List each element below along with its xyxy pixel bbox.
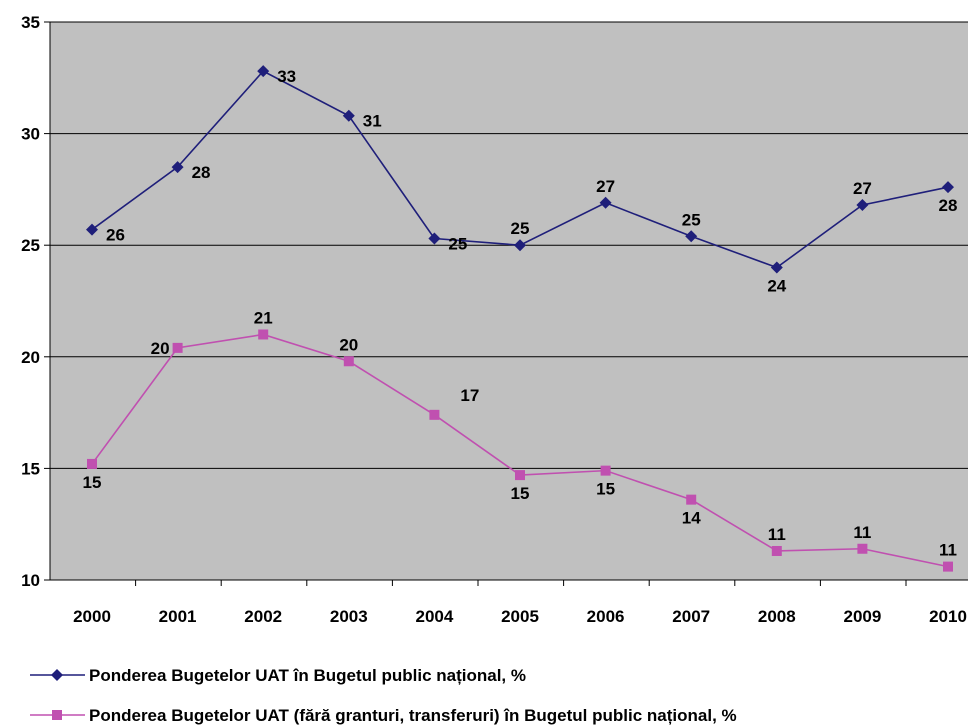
data-point-1 xyxy=(685,230,698,243)
data-label-2: 21 xyxy=(254,308,273,327)
y-tick-label: 25 xyxy=(21,236,40,255)
data-point-2 xyxy=(172,342,183,353)
data-point-2 xyxy=(429,409,440,420)
x-tick-label: 2007 xyxy=(672,607,710,626)
data-point-2 xyxy=(857,543,868,554)
data-label-1: 26 xyxy=(106,226,125,245)
x-tick-label: 2002 xyxy=(244,607,282,626)
data-label-2: 17 xyxy=(460,386,479,405)
data-point-1 xyxy=(770,261,783,274)
data-label-1: 27 xyxy=(596,177,615,196)
data-point-1 xyxy=(342,109,355,122)
data-label-2: 20 xyxy=(339,335,358,354)
data-point-2 xyxy=(87,458,97,469)
data-label-2: 15 xyxy=(83,473,102,492)
data-label-1: 27 xyxy=(853,179,872,198)
y-tick-label: 20 xyxy=(21,348,40,367)
data-label-1: 25 xyxy=(682,210,701,229)
y-tick-label: 10 xyxy=(21,571,40,590)
data-labels: 26 28 33 31 25 25 27 25 24 27 28 15 20 21 20 17 15 15 14 11… xyxy=(83,67,958,560)
x-tick-label: 2010 xyxy=(929,607,967,626)
legend-label-1: Ponderea Bugetelor UAT în Bugetul public… xyxy=(89,666,526,685)
x-tick-label: 2000 xyxy=(73,607,111,626)
data-label-1: 25 xyxy=(511,219,530,238)
data-point-1 xyxy=(856,199,869,212)
data-label-1: 28 xyxy=(939,196,958,215)
x-tick-label: 2004 xyxy=(415,607,453,626)
data-label-1: 25 xyxy=(448,235,467,254)
data-point-1 xyxy=(942,181,954,194)
data-label-1: 24 xyxy=(767,277,786,296)
data-label-2: 11 xyxy=(853,523,871,542)
x-tick-label: 2009 xyxy=(843,607,881,626)
plot-area xyxy=(50,22,968,580)
data-point-2 xyxy=(515,470,525,481)
data-point-2 xyxy=(258,329,269,340)
x-tick-label: 2005 xyxy=(501,607,539,626)
x-tick-label: 2001 xyxy=(159,607,197,626)
gridlines xyxy=(50,21,968,469)
data-point-1 xyxy=(514,239,526,252)
series-layer xyxy=(86,65,954,572)
data-label-2: 20 xyxy=(151,339,170,358)
y-tick-label: 35 xyxy=(21,13,40,32)
legend-label-2: Ponderea Bugetelor UAT (fără granturi, t… xyxy=(89,706,737,725)
data-point-2 xyxy=(686,494,697,505)
x-tick-label: 2008 xyxy=(758,607,796,626)
data-point-2 xyxy=(343,356,354,367)
data-label-1: 31 xyxy=(363,112,382,131)
data-label-2: 15 xyxy=(596,480,615,499)
y-tick-label: 15 xyxy=(21,459,40,478)
data-point-1 xyxy=(428,232,441,245)
x-tick-label: 2003 xyxy=(330,607,368,626)
legend: Ponderea Bugetelor UAT în Bugetul public… xyxy=(30,666,737,725)
data-label-2: 11 xyxy=(939,541,957,560)
data-point-1 xyxy=(257,65,270,78)
axes: 10 15 20 25 30 35 2000 2001 2002 2003 2004 2005 2006… xyxy=(21,13,968,626)
data-label-2: 11 xyxy=(768,525,786,544)
data-point-1 xyxy=(599,196,612,209)
y-tick-label: 30 xyxy=(21,125,40,144)
data-point-1 xyxy=(171,161,184,174)
data-label-1: 28 xyxy=(192,163,211,182)
x-tick-label: 2006 xyxy=(587,607,625,626)
data-label-2: 14 xyxy=(682,509,701,528)
data-label-2: 15 xyxy=(511,484,530,503)
data-point-2 xyxy=(943,561,953,572)
legend-marker-2 xyxy=(52,710,62,720)
data-label-1: 33 xyxy=(277,67,296,86)
data-point-2 xyxy=(771,545,782,556)
data-point-1 xyxy=(86,223,98,236)
data-point-2 xyxy=(600,465,611,476)
legend-marker-1 xyxy=(51,669,63,681)
